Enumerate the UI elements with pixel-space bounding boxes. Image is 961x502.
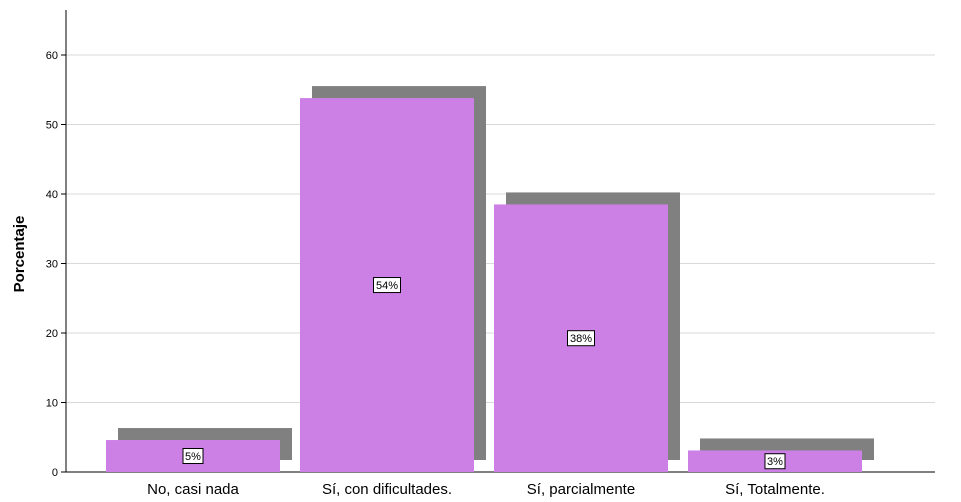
data-label: 38%	[570, 333, 592, 345]
y-tick-label: 60	[46, 50, 58, 62]
y-tick-label: 0	[52, 467, 58, 479]
data-label-box	[182, 448, 204, 465]
data-label: 5%	[185, 451, 201, 463]
y-tick-label: 30	[46, 259, 58, 271]
y-tick-label: 20	[46, 328, 58, 340]
y-tick-labels: 0 10 20 30 40 50 60	[46, 50, 66, 479]
data-labels: 5% 54% 38% 3%	[182, 277, 786, 470]
x-tick-label: No, casi nada	[147, 481, 239, 498]
data-label-box	[764, 453, 786, 470]
y-tick-label: 50	[46, 120, 58, 132]
y-tick-label: 40	[46, 189, 58, 201]
data-label: 3%	[767, 456, 783, 468]
data-label-box	[373, 277, 401, 294]
y-tick-label: 10	[46, 398, 58, 410]
x-tick-label: Sí, con dificultades.	[322, 481, 452, 498]
x-tick-label: Sí, Totalmente.	[725, 481, 825, 498]
data-label-box	[567, 330, 595, 347]
data-label: 54%	[376, 280, 398, 292]
y-axis-title: Porcentaje	[11, 216, 28, 293]
x-tick-label: Sí, parcialmente	[527, 481, 635, 498]
x-tick-labels: No, casi nada Sí, con dificultades. Sí, pa…	[147, 481, 825, 498]
